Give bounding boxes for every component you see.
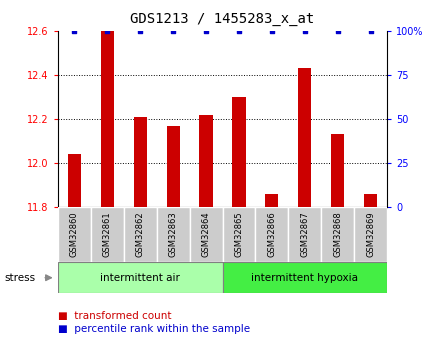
Text: ■  percentile rank within the sample: ■ percentile rank within the sample xyxy=(58,325,250,334)
Bar xyxy=(364,194,377,207)
Bar xyxy=(157,207,190,262)
Text: GSM32860: GSM32860 xyxy=(70,212,79,257)
Text: GSM32868: GSM32868 xyxy=(333,212,342,257)
Bar xyxy=(321,207,354,262)
Point xyxy=(104,28,111,34)
Bar xyxy=(134,117,147,207)
Bar xyxy=(222,207,255,262)
Text: ■  transformed count: ■ transformed count xyxy=(58,311,171,321)
Text: GSM32864: GSM32864 xyxy=(202,212,210,257)
Point xyxy=(301,28,308,34)
Point xyxy=(170,28,177,34)
Text: GSM32869: GSM32869 xyxy=(366,212,375,257)
Bar xyxy=(222,262,387,293)
Bar xyxy=(58,207,91,262)
Bar xyxy=(190,207,222,262)
Text: GSM32865: GSM32865 xyxy=(235,212,243,257)
Bar xyxy=(265,194,279,207)
Bar xyxy=(166,126,180,207)
Bar xyxy=(298,68,312,207)
Text: GDS1213 / 1455283_x_at: GDS1213 / 1455283_x_at xyxy=(130,12,315,26)
Text: stress: stress xyxy=(4,273,36,283)
Point xyxy=(367,28,374,34)
Bar xyxy=(91,207,124,262)
Point xyxy=(137,28,144,34)
Bar xyxy=(288,207,321,262)
Text: GSM32863: GSM32863 xyxy=(169,212,178,257)
Text: intermittent air: intermittent air xyxy=(100,273,180,283)
Text: GSM32861: GSM32861 xyxy=(103,212,112,257)
Bar xyxy=(101,31,114,207)
Text: GSM32866: GSM32866 xyxy=(267,212,276,257)
Text: intermittent hypoxia: intermittent hypoxia xyxy=(251,273,358,283)
Point xyxy=(71,28,78,34)
Point xyxy=(235,28,243,34)
Bar xyxy=(199,115,213,207)
Bar xyxy=(331,135,344,207)
Point xyxy=(268,28,275,34)
Bar xyxy=(58,262,222,293)
Bar xyxy=(354,207,387,262)
Bar xyxy=(68,154,81,207)
Bar xyxy=(232,97,246,207)
Bar xyxy=(255,207,288,262)
Point xyxy=(202,28,210,34)
Text: GSM32867: GSM32867 xyxy=(300,212,309,257)
Bar xyxy=(124,207,157,262)
Point xyxy=(334,28,341,34)
Text: GSM32862: GSM32862 xyxy=(136,212,145,257)
